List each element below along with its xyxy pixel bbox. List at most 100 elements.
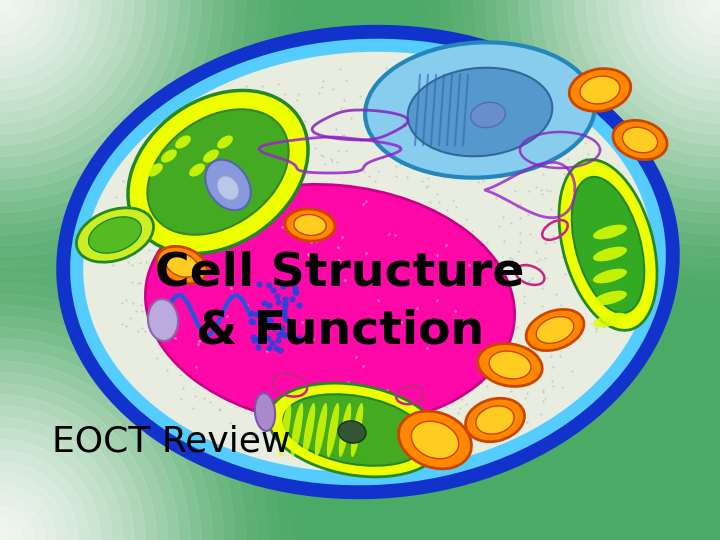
- Circle shape: [0, 0, 156, 157]
- Ellipse shape: [593, 291, 627, 305]
- Circle shape: [0, 339, 201, 540]
- Circle shape: [675, 0, 720, 45]
- Circle shape: [619, 0, 720, 100]
- Ellipse shape: [351, 403, 363, 457]
- Ellipse shape: [408, 68, 552, 156]
- Ellipse shape: [284, 394, 427, 466]
- Circle shape: [0, 0, 34, 33]
- Circle shape: [597, 0, 720, 123]
- Circle shape: [0, 0, 190, 190]
- Circle shape: [0, 0, 78, 78]
- Circle shape: [564, 0, 720, 157]
- Circle shape: [0, 316, 223, 540]
- Ellipse shape: [189, 164, 205, 177]
- Ellipse shape: [63, 32, 672, 492]
- Ellipse shape: [572, 177, 644, 313]
- Ellipse shape: [203, 150, 219, 163]
- Circle shape: [0, 417, 123, 540]
- Ellipse shape: [536, 316, 574, 343]
- Circle shape: [0, 0, 12, 11]
- Ellipse shape: [175, 136, 191, 148]
- Ellipse shape: [315, 403, 327, 457]
- Ellipse shape: [580, 76, 620, 104]
- Circle shape: [0, 0, 45, 45]
- Ellipse shape: [327, 403, 339, 457]
- Ellipse shape: [593, 225, 627, 239]
- Ellipse shape: [526, 309, 584, 350]
- Circle shape: [575, 0, 720, 145]
- Circle shape: [0, 0, 145, 145]
- Circle shape: [0, 450, 89, 540]
- Circle shape: [0, 361, 179, 540]
- Circle shape: [0, 0, 56, 56]
- Ellipse shape: [478, 343, 542, 387]
- Circle shape: [0, 440, 101, 540]
- Ellipse shape: [291, 403, 303, 457]
- Circle shape: [552, 0, 720, 167]
- Ellipse shape: [205, 160, 251, 210]
- Ellipse shape: [623, 127, 657, 153]
- Circle shape: [0, 0, 179, 179]
- Circle shape: [0, 484, 56, 540]
- Circle shape: [0, 373, 168, 540]
- Circle shape: [541, 0, 720, 179]
- Circle shape: [0, 507, 34, 540]
- Ellipse shape: [559, 160, 657, 330]
- Ellipse shape: [145, 184, 515, 426]
- Ellipse shape: [128, 90, 308, 254]
- Ellipse shape: [148, 109, 289, 235]
- Ellipse shape: [255, 393, 275, 431]
- Circle shape: [0, 350, 190, 540]
- Ellipse shape: [338, 421, 366, 443]
- Ellipse shape: [76, 208, 153, 262]
- Ellipse shape: [84, 52, 653, 472]
- Ellipse shape: [303, 403, 315, 457]
- Ellipse shape: [613, 120, 667, 160]
- Circle shape: [0, 383, 156, 540]
- Circle shape: [0, 495, 45, 540]
- Circle shape: [508, 0, 720, 212]
- Ellipse shape: [157, 246, 207, 284]
- Circle shape: [642, 0, 720, 78]
- Circle shape: [0, 0, 67, 67]
- Circle shape: [0, 406, 134, 540]
- Circle shape: [0, 518, 22, 540]
- Circle shape: [0, 0, 134, 134]
- Circle shape: [0, 0, 112, 112]
- Text: Cell Structure
& Function: Cell Structure & Function: [156, 251, 525, 353]
- Ellipse shape: [570, 69, 631, 111]
- Ellipse shape: [279, 403, 291, 457]
- Ellipse shape: [217, 136, 233, 148]
- Circle shape: [0, 0, 89, 90]
- Circle shape: [0, 529, 12, 540]
- Ellipse shape: [294, 214, 326, 235]
- Ellipse shape: [399, 411, 472, 469]
- Circle shape: [0, 0, 201, 201]
- Ellipse shape: [365, 42, 595, 178]
- Ellipse shape: [148, 299, 178, 341]
- Circle shape: [664, 0, 720, 56]
- Ellipse shape: [471, 102, 505, 127]
- Circle shape: [0, 0, 168, 167]
- Ellipse shape: [411, 421, 459, 459]
- Ellipse shape: [476, 406, 514, 434]
- Ellipse shape: [269, 383, 441, 477]
- Ellipse shape: [217, 176, 239, 200]
- Circle shape: [653, 0, 720, 67]
- Circle shape: [530, 0, 720, 190]
- Ellipse shape: [593, 313, 627, 327]
- Ellipse shape: [161, 150, 177, 163]
- Circle shape: [0, 428, 112, 540]
- Ellipse shape: [466, 399, 524, 442]
- Circle shape: [0, 0, 123, 123]
- Circle shape: [608, 0, 720, 112]
- Circle shape: [631, 0, 720, 90]
- Circle shape: [0, 473, 67, 540]
- Circle shape: [0, 328, 212, 540]
- Ellipse shape: [339, 403, 351, 457]
- Ellipse shape: [489, 351, 531, 379]
- Circle shape: [0, 395, 145, 540]
- Circle shape: [708, 0, 720, 11]
- Circle shape: [0, 0, 212, 212]
- Ellipse shape: [285, 209, 335, 241]
